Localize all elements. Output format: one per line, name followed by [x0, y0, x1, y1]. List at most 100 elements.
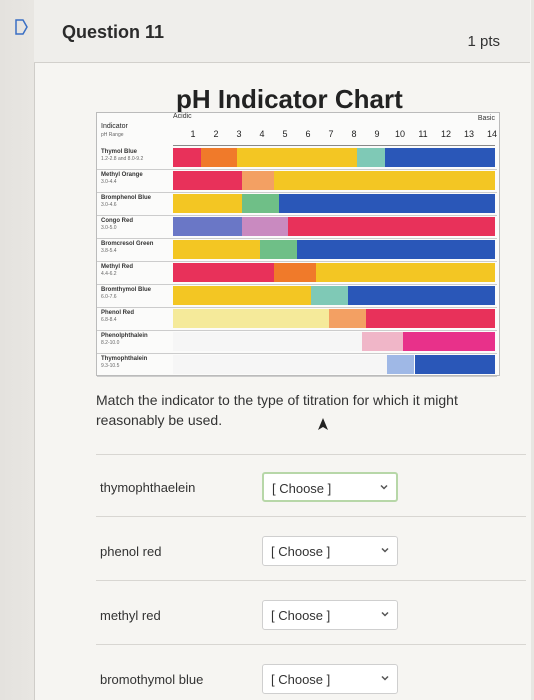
color-segment — [274, 263, 316, 282]
ph-tick-label: 1 — [190, 129, 196, 139]
indicator-color-bar — [173, 194, 495, 213]
indicator-name-text: Congo Red — [101, 218, 133, 224]
color-segment — [414, 355, 495, 374]
color-segment — [357, 148, 385, 167]
question-header — [34, 0, 530, 63]
question-points: 1 pts — [467, 33, 500, 50]
color-segment — [403, 332, 495, 351]
indicator-color-bar — [173, 309, 495, 328]
indicator-row: Bromphenol Blue 3.0-4.6 — [97, 192, 497, 216]
ph-tick-label: 3 — [236, 129, 242, 139]
indicator-row: Methyl Orange 3.0-4.4 — [97, 169, 497, 193]
color-segment — [288, 217, 495, 236]
indicator-color-bar — [173, 240, 495, 259]
mouse-cursor-icon — [318, 418, 328, 430]
indicator-name: Methyl Red 4.4-6.2 — [101, 264, 133, 278]
indicator-name-text: Phenol Red — [101, 310, 135, 316]
indicator-color-bar — [173, 355, 495, 374]
indicator-name-text: Bromcresol Green — [101, 241, 154, 247]
separator — [96, 516, 526, 517]
indicator-name: Thymol Blue 1.2-2.8 and 8.0-9.2 — [101, 149, 143, 163]
ph-tick-label: 8 — [351, 129, 357, 139]
indicator-range: 3.0-4.6 — [101, 202, 117, 208]
indicator-header-sub: pH Range — [101, 132, 124, 138]
answer-label: thymophthaelein — [100, 480, 196, 495]
indicator-name: Bromphenol Blue 3.0-4.6 — [101, 195, 151, 209]
color-segment — [297, 240, 495, 259]
indicator-row: Bromthymol Blue 6.0-7.6 — [97, 284, 497, 308]
answer-select[interactable]: [ Choose ] — [262, 536, 398, 566]
color-segment — [329, 309, 367, 328]
separator — [96, 644, 526, 645]
indicator-color-bar — [173, 263, 495, 282]
color-segment — [311, 286, 348, 305]
select-value: [ Choose ] — [272, 481, 332, 496]
indicator-color-bar — [173, 148, 495, 167]
ph-tick-label: 5 — [282, 129, 288, 139]
chevron-down-icon — [381, 547, 389, 553]
indicator-range: 4.4-6.2 — [101, 271, 117, 277]
ph-tick-label: 7 — [328, 129, 334, 139]
color-segment — [200, 148, 238, 167]
ph-tick-label: 2 — [213, 129, 219, 139]
color-segment — [173, 148, 201, 167]
color-segment — [274, 171, 495, 190]
answer-label: bromothymol blue — [100, 672, 204, 687]
answer-label: methyl red — [100, 608, 161, 623]
color-segment — [366, 309, 495, 328]
indicator-row: Phenol Red 6.8-8.4 — [97, 307, 497, 331]
indicator-range: 3.0-4.4 — [101, 179, 117, 185]
color-segment — [384, 148, 495, 167]
color-segment — [361, 332, 403, 351]
color-segment — [237, 148, 357, 167]
ph-tick-label: 14 — [486, 129, 497, 139]
indicator-row: Bromcresol Green 3.8-5.4 — [97, 238, 497, 262]
ph-tick-label: 13 — [463, 129, 474, 139]
ph-tick-label: 9 — [374, 129, 380, 139]
color-segment — [386, 355, 415, 374]
color-segment — [173, 217, 242, 236]
indicator-name-text: Methyl Orange — [101, 172, 143, 178]
flag-icon[interactable] — [14, 19, 28, 35]
indicator-row: Congo Red 3.0-5.0 — [97, 215, 497, 239]
color-segment — [173, 240, 261, 259]
indicator-name: Bromcresol Green 3.8-5.4 — [101, 241, 153, 255]
answer-select[interactable]: [ Choose ] — [262, 664, 398, 694]
chart-title: pH Indicator Chart — [176, 84, 403, 114]
ph-tick-label: 11 — [418, 129, 428, 139]
question-text: Match the indicator to the type of titra… — [96, 392, 458, 428]
ph-tick-label: 4 — [259, 129, 265, 139]
color-segment — [173, 355, 387, 374]
color-segment — [173, 286, 311, 305]
question-title: Question 11 — [62, 22, 165, 42]
acidic-label: Acidic — [173, 113, 192, 120]
indicator-range: 3.8-5.4 — [101, 248, 117, 254]
ph-tick-label: 10 — [394, 129, 405, 139]
indicator-header-label: Indicator — [101, 123, 128, 130]
separator — [96, 580, 526, 581]
chevron-down-icon — [380, 484, 388, 490]
indicator-name-text: Bromphenol Blue — [101, 195, 152, 201]
indicator-name: Phenolphthalein 8.2-10.0 — [101, 333, 148, 347]
answer-select[interactable]: [ Choose ] — [262, 472, 398, 502]
answer-select[interactable]: [ Choose ] — [262, 600, 398, 630]
color-segment — [242, 194, 279, 213]
ph-tick-label: 6 — [305, 129, 311, 139]
color-segment — [347, 286, 495, 305]
separator — [96, 454, 526, 455]
chevron-down-icon — [381, 611, 389, 617]
indicator-name: Thymophthalein 9.3-10.5 — [101, 356, 147, 370]
ph-axis: 1 2 3 4 5 6 7 8 9 10 11 12 13 14 — [173, 127, 497, 146]
indicator-color-bar — [173, 171, 495, 190]
indicator-row: Methyl Red 4.4-6.2 — [97, 261, 497, 285]
chevron-down-icon — [381, 675, 389, 681]
indicator-name-text: Methyl Red — [101, 264, 134, 270]
indicator-name: Bromthymol Blue 6.0-7.6 — [101, 287, 151, 301]
indicator-row: Thymol Blue 1.2-2.8 and 8.0-9.2 — [97, 146, 497, 170]
indicator-range: 6.8-8.4 — [101, 317, 117, 323]
select-value: [ Choose ] — [271, 608, 331, 623]
indicator-name-text: Phenolphthalein — [101, 333, 148, 339]
answer-label: phenol red — [100, 544, 162, 559]
indicator-range: 9.3-10.5 — [101, 363, 120, 369]
indicator-name: Phenol Red 6.8-8.4 — [101, 310, 134, 324]
